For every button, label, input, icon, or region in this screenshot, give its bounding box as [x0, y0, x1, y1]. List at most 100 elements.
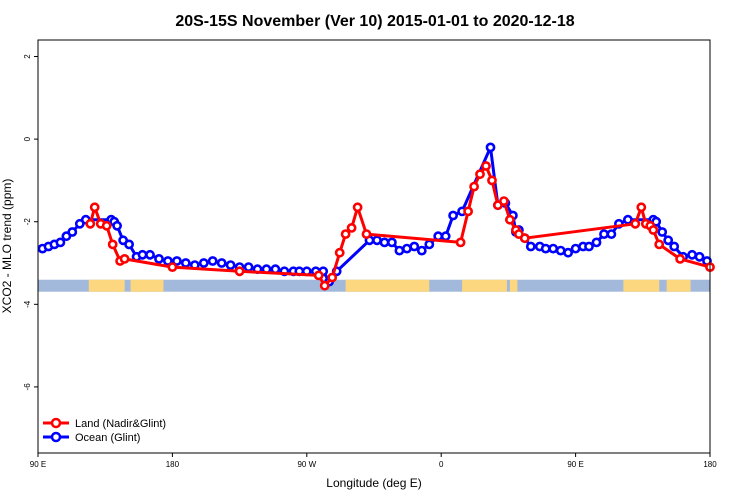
- ocean-data-point: [570, 243, 581, 254]
- land-data-point: [340, 229, 351, 239]
- ocean-data-point: [394, 245, 405, 256]
- y-tick-label: -4: [23, 300, 32, 308]
- ocean-data-point: [525, 241, 536, 252]
- land-data-point: [675, 253, 685, 264]
- ocean-data-point: [198, 258, 209, 268]
- legend-land-marker: [50, 417, 62, 429]
- ocean-data-point: [606, 229, 617, 239]
- ocean-data-point: [563, 247, 573, 258]
- land-data-point: [481, 161, 491, 171]
- y-tick-label: 2: [23, 54, 32, 59]
- plot-area: [37, 39, 711, 454]
- land-series-line: [88, 164, 711, 288]
- ocean-data-point: [424, 239, 435, 250]
- land-band-segment: [136, 279, 164, 292]
- legend-ocean-label: Ocean (Glint): [75, 432, 140, 444]
- y-axis: 2 0 -2 -4 -6: [23, 54, 38, 391]
- ocean-data-point: [216, 258, 227, 268]
- land-band-segment: [88, 279, 125, 292]
- land-data-point: [630, 218, 641, 229]
- ocean-data-point: [694, 251, 705, 262]
- land-data-point: [89, 202, 100, 213]
- ocean-data-point: [171, 256, 182, 266]
- land-band-segment: [130, 279, 140, 292]
- land-data-point: [327, 272, 338, 283]
- land-band-segment: [623, 279, 660, 292]
- y-tick-label: 0: [23, 136, 32, 141]
- land-data-point: [463, 206, 473, 217]
- ocean-data-point: [112, 220, 122, 231]
- land-data-point: [475, 169, 485, 180]
- ocean-data-point: [409, 241, 420, 252]
- x-tick-label: 90 E: [30, 460, 46, 469]
- land-data-point: [487, 175, 497, 186]
- land-data-point: [636, 202, 647, 213]
- ocean-data-point: [687, 249, 697, 260]
- ocean-data-point: [225, 260, 236, 270]
- ocean-data-point: [386, 237, 397, 248]
- land-data-point: [319, 280, 330, 291]
- ocean-data-point: [448, 210, 458, 221]
- ocean-data-point: [485, 142, 496, 153]
- ocean-data-point: [657, 227, 668, 237]
- land-data-point: [519, 233, 530, 244]
- x-tick-label: 0: [439, 460, 444, 469]
- land-data-point: [498, 196, 509, 206]
- land-data-point: [455, 237, 466, 248]
- x-tick-label: 90 E: [567, 460, 583, 469]
- land-data-point: [352, 202, 363, 213]
- land-data-point: [648, 225, 659, 235]
- x-tick-label: 180: [166, 460, 180, 469]
- ocean-data-point: [145, 249, 155, 260]
- x-tick-label: 90 W: [297, 460, 316, 469]
- ocean-data-point: [372, 235, 382, 246]
- land-data-point: [469, 181, 479, 192]
- land-data-point: [313, 270, 324, 281]
- ocean-data-point: [124, 239, 135, 250]
- legend-land-label: Land (Nadir&Glint): [75, 418, 166, 430]
- land-data-point: [85, 218, 96, 229]
- legend-ocean-marker: [50, 431, 62, 443]
- ocean-data-point: [669, 241, 680, 252]
- ocean-data-point: [67, 227, 78, 237]
- land-band-segment: [509, 279, 518, 292]
- ocean-data-point: [243, 262, 254, 272]
- ocean-data-point: [663, 235, 674, 246]
- ocean-data-point: [548, 243, 559, 254]
- land-band-segment: [462, 279, 507, 292]
- land-band-segment: [666, 279, 691, 292]
- ocean-data-point: [416, 245, 427, 256]
- ocean-data-point: [55, 237, 66, 248]
- series-layer: [37, 142, 715, 291]
- land-data-point: [654, 239, 665, 250]
- ocean-data-point: [207, 256, 218, 266]
- land-data-point: [334, 247, 345, 258]
- land-ocean-mask: [38, 279, 710, 292]
- chart-title: 20S-15S November (Ver 10) 2015-01-01 to …: [175, 13, 574, 30]
- land-data-point: [101, 220, 112, 231]
- ocean-data-point: [180, 258, 191, 268]
- ocean-data-point: [591, 237, 602, 248]
- ocean-data-point: [540, 243, 551, 254]
- ocean-data-point: [584, 241, 594, 252]
- ocean-data-point: [137, 249, 148, 260]
- y-axis-label: XCO2 - MLO trend (ppm): [0, 179, 14, 314]
- land-data-point: [234, 266, 245, 277]
- y-tick-label: -2: [23, 218, 32, 226]
- land-band-segment: [345, 279, 430, 292]
- ocean-data-point: [623, 214, 633, 225]
- ocean-data-point: [154, 253, 164, 264]
- land-data-point: [167, 262, 178, 272]
- x-tick-label: 180: [703, 460, 717, 469]
- land-data-point: [346, 222, 357, 233]
- x-axis-label: Longitude (deg E): [326, 476, 421, 490]
- ocean-data-point: [162, 256, 173, 266]
- x-axis: 90 E 180 90 W 0 90 E 180: [30, 453, 717, 469]
- land-data-point: [107, 239, 118, 250]
- land-data-point: [119, 253, 130, 264]
- ocean-data-point: [440, 231, 451, 242]
- y-tick-label: -6: [23, 383, 32, 391]
- land-data-point: [504, 214, 515, 225]
- land-data-point: [361, 229, 372, 239]
